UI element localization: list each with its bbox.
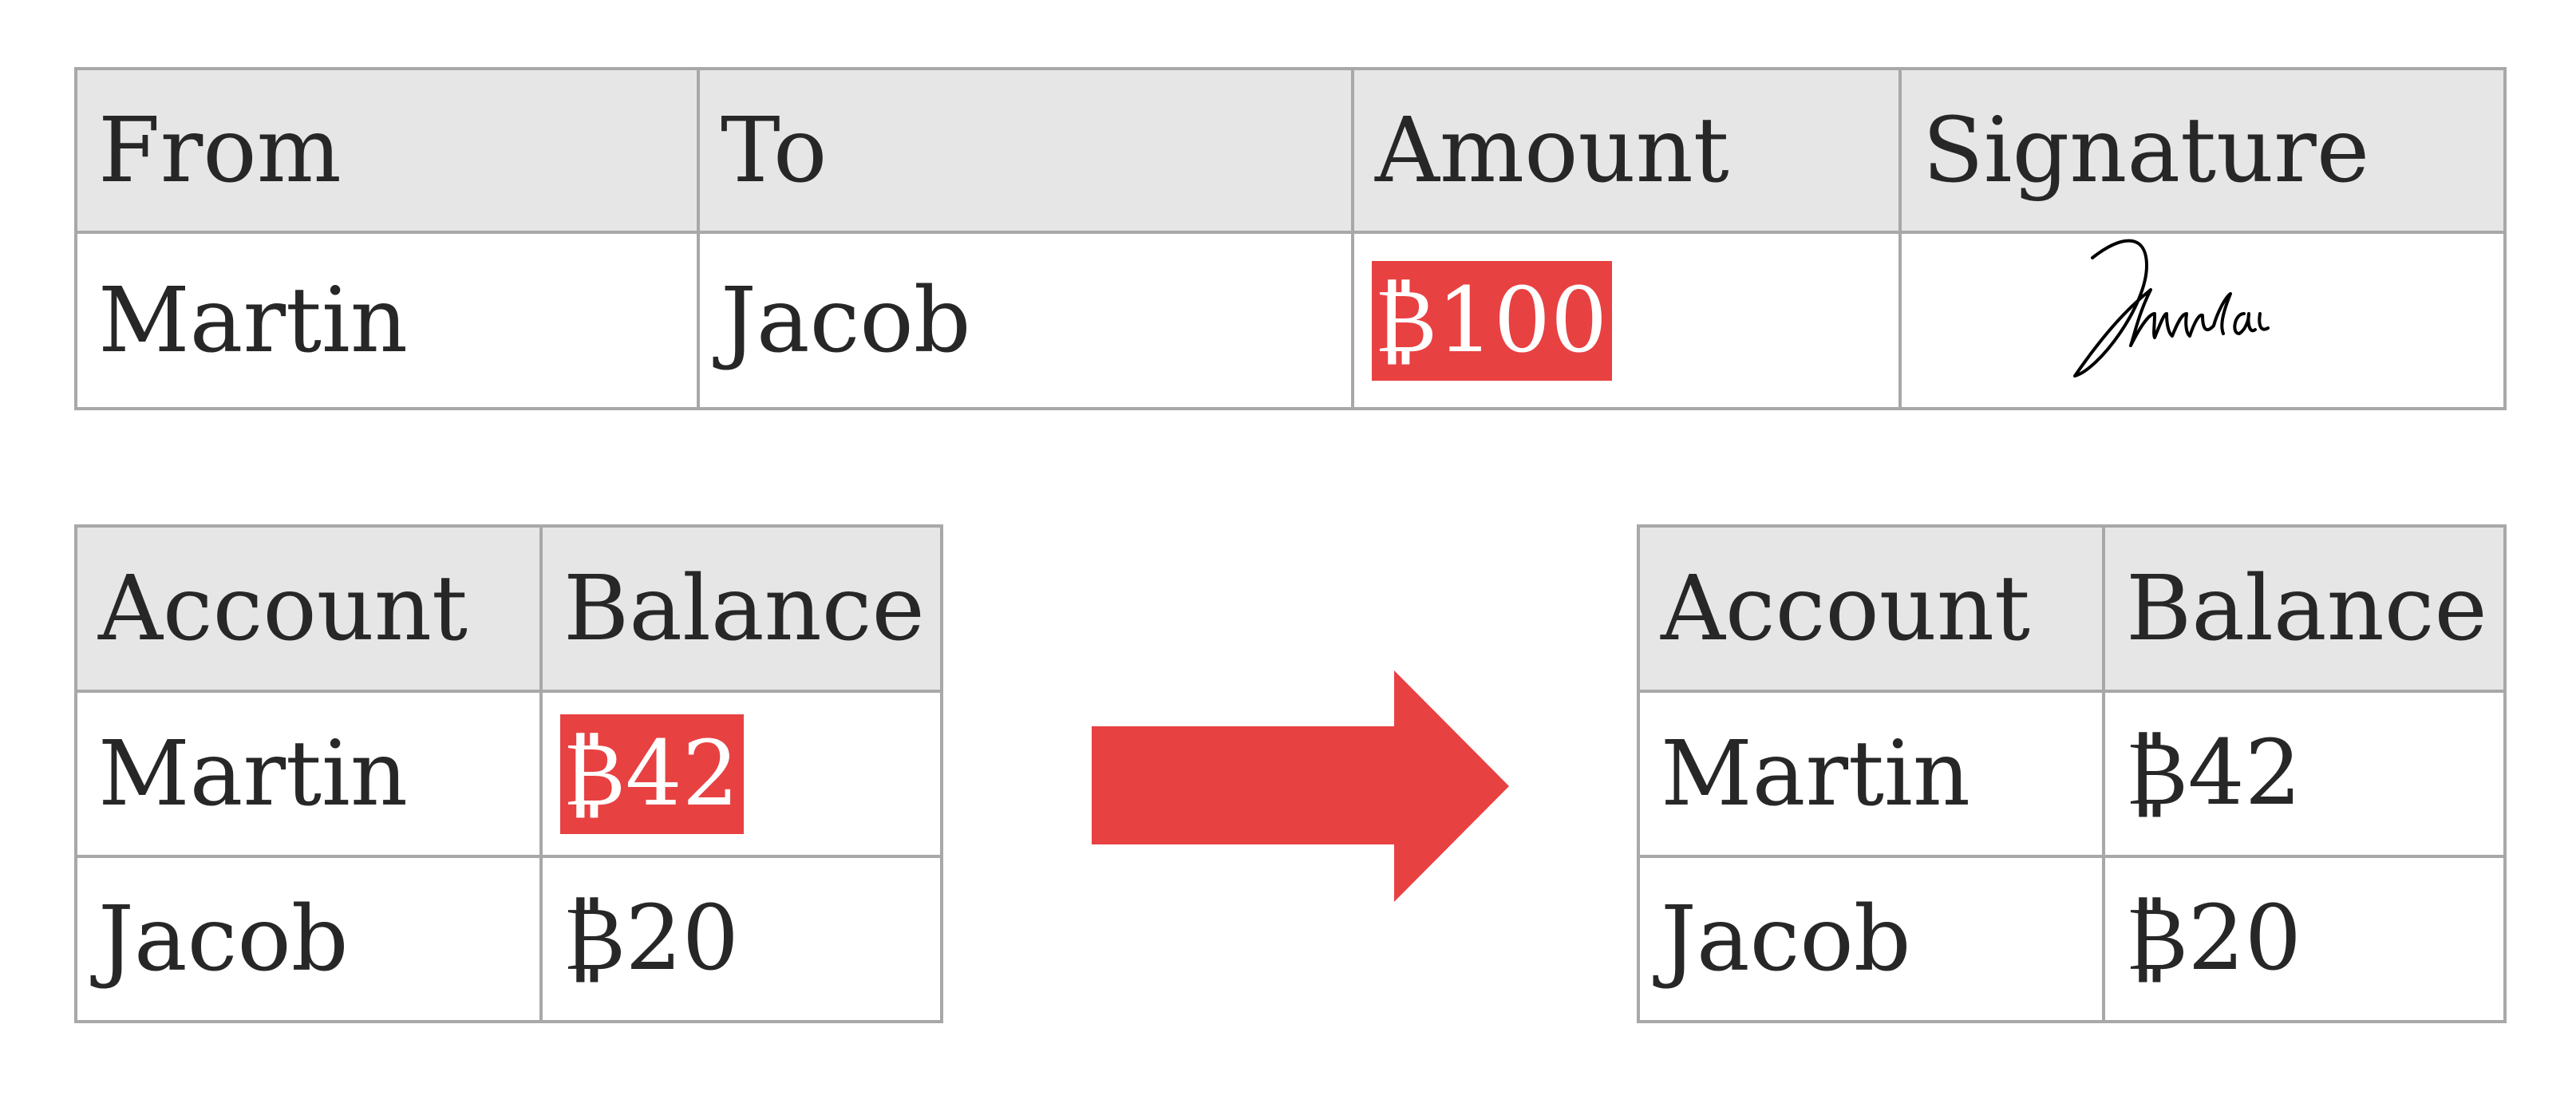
header-signature: Signature [1898, 67, 2507, 234]
header-account: Account [74, 524, 543, 693]
cell-account: Jacob [74, 855, 543, 1023]
table-row: Martin Jacob ₿100 [74, 231, 2507, 410]
cell-balance: ₿42 [539, 690, 943, 858]
highlighted-balance: ₿42 [560, 714, 744, 834]
table-header-row: Account Balance [74, 524, 943, 693]
header-balance: Balance [2102, 524, 2507, 693]
cell-account: Martin [1637, 690, 2105, 858]
balances-before-table: Account Balance Martin ₿42 Jacob ₿20 [74, 524, 943, 1023]
header-balance: Balance [539, 524, 943, 693]
table-row: Jacob ₿20 [1637, 855, 2507, 1023]
transaction-table: From To Amount Signature Martin Jacob ₿1… [74, 67, 2507, 410]
header-account: Account [1637, 524, 2105, 693]
header-from: From [74, 67, 700, 234]
cell-amount: ₿100 [1351, 231, 1902, 410]
highlighted-amount: ₿100 [1372, 260, 1613, 381]
cell-account: Jacob [1637, 855, 2105, 1023]
table-row: Jacob ₿20 [74, 855, 943, 1023]
header-amount: Amount [1351, 67, 1902, 234]
header-to: To [697, 67, 1354, 234]
cell-to: Jacob [697, 231, 1354, 410]
cell-from: Martin [74, 231, 700, 410]
cell-balance: ₿20 [539, 855, 943, 1023]
table-row: Martin ₿42 [74, 690, 943, 858]
table-row: Martin ₿42 [1637, 690, 2507, 858]
balances-after-table: Account Balance Martin ₿42 Jacob ₿20 [1637, 524, 2507, 1023]
cell-balance: ₿20 [2102, 855, 2507, 1023]
arrow-right-icon [1092, 670, 1509, 902]
cell-account: Martin [74, 690, 543, 858]
signature-image [2073, 239, 2270, 378]
table-header-row: From To Amount Signature [74, 67, 2507, 234]
table-header-row: Account Balance [1637, 524, 2507, 693]
cell-signature [1898, 231, 2507, 410]
cell-balance: ₿42 [2102, 690, 2507, 858]
